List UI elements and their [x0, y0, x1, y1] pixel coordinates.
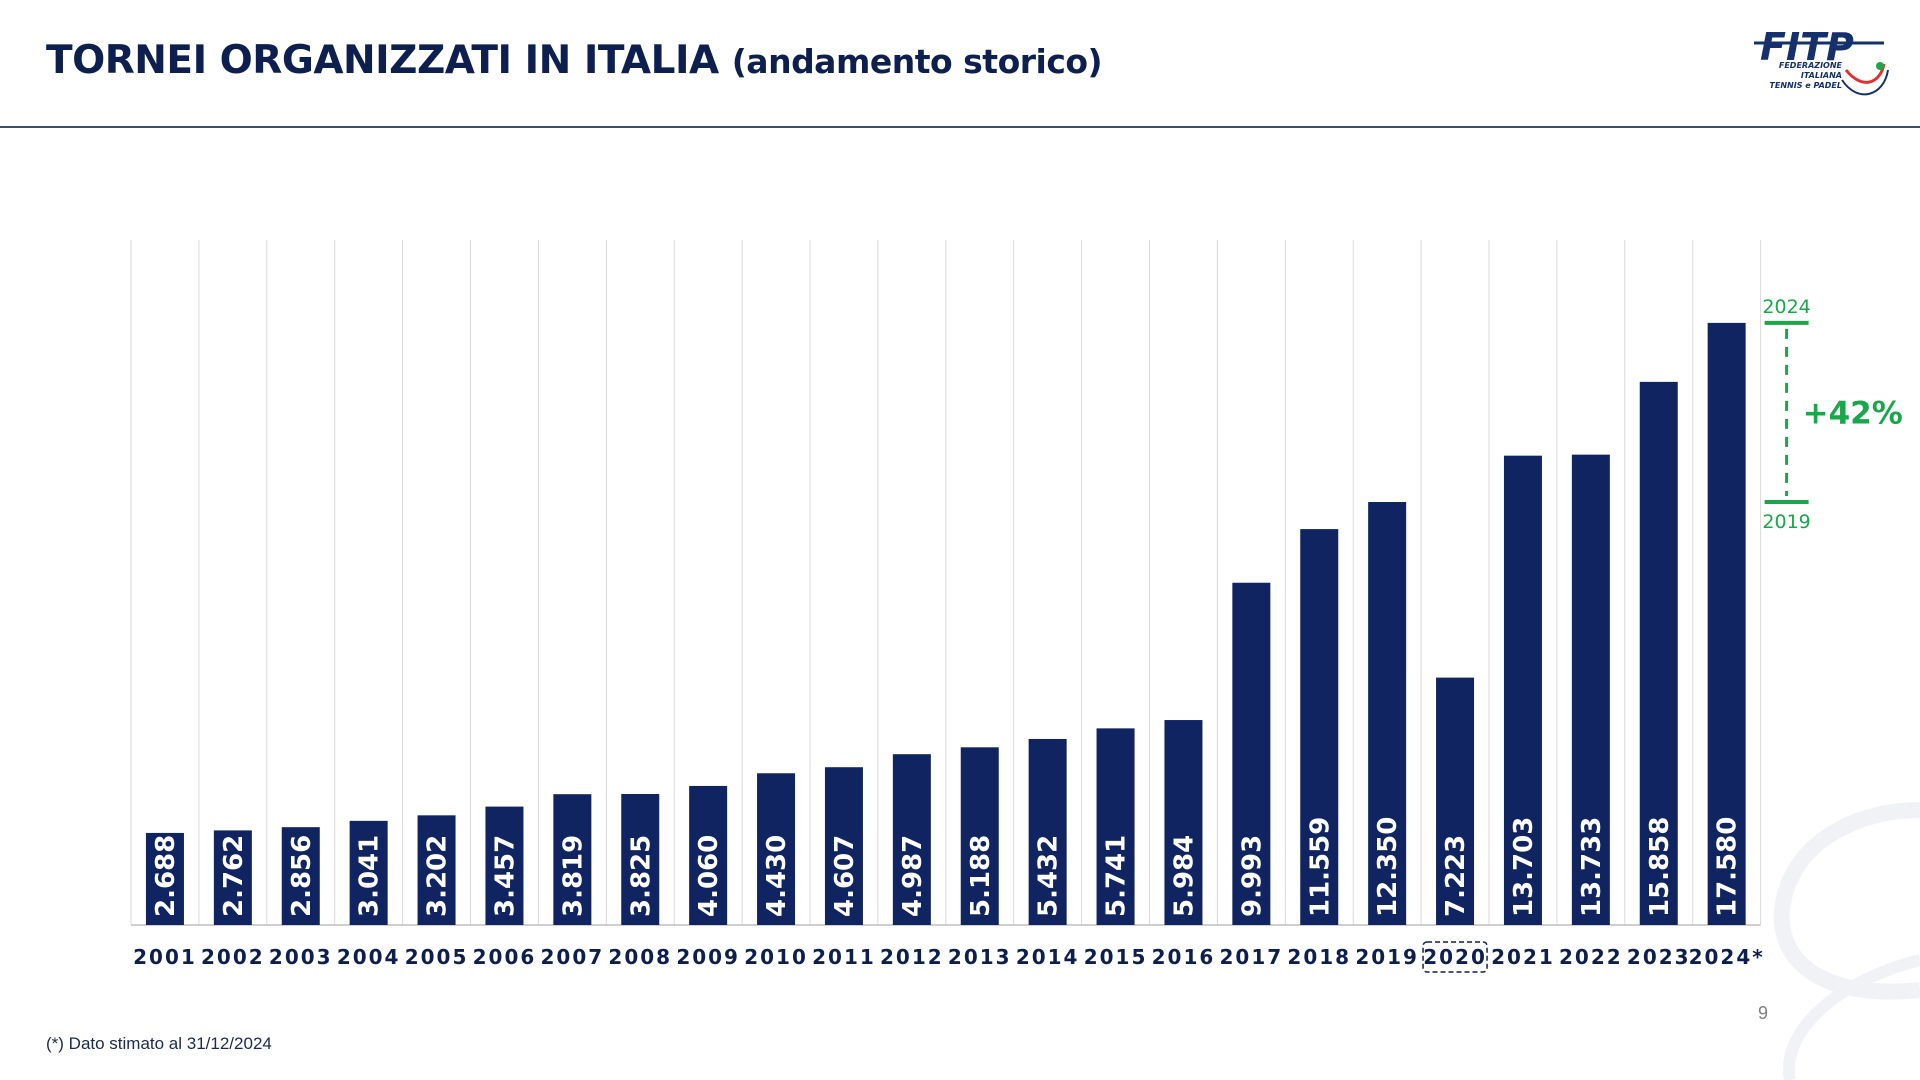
x-tick-label: 2020 — [1423, 945, 1487, 969]
bar — [417, 815, 456, 925]
bar-value-label: 4.430 — [762, 835, 792, 917]
x-tick-label: 2007 — [541, 945, 605, 969]
annotation-top-label: 2024 — [1762, 296, 1810, 318]
bar-value-label: 4.607 — [830, 835, 860, 917]
bar-value-label: 3.825 — [626, 835, 656, 917]
bar-value-label: 2.856 — [287, 835, 317, 917]
bar — [1300, 529, 1339, 925]
bar-value-label: 5.741 — [1102, 835, 1132, 917]
x-tick-label: 2015 — [1084, 945, 1148, 969]
decorative-swoosh — [1773, 802, 1920, 1080]
bar — [1571, 454, 1610, 925]
bar — [689, 785, 728, 925]
x-tick-label: 2016 — [1152, 945, 1216, 969]
footnote: (*) Dato stimato al 31/12/2024 — [46, 1034, 272, 1053]
x-tick-label: 2021 — [1491, 945, 1555, 969]
x-tick-label: 2018 — [1287, 945, 1351, 969]
bar — [1368, 502, 1407, 925]
bar-value-label: 5.188 — [966, 835, 996, 917]
bar — [1096, 728, 1135, 925]
page-title: TORNEI ORGANIZZATI IN ITALIA (andamento … — [46, 38, 1103, 83]
title-subtitle: (andamento storico) — [731, 42, 1103, 81]
logo-line-3: TENNIS e PADEL — [1769, 81, 1842, 90]
bar — [281, 827, 320, 925]
x-tick-label: 2005 — [405, 945, 469, 969]
x-tick-label: 2024* — [1689, 945, 1765, 969]
x-tick-label: 2010 — [744, 945, 808, 969]
fitp-logo: FITP FEDERAZIONE ITALIANA TENNIS e PADEL — [1754, 25, 1889, 96]
x-tick-label: 2023 — [1627, 945, 1691, 969]
x-tick-label: 2002 — [201, 945, 265, 969]
title-main: TORNEI ORGANIZZATI IN ITALIA — [46, 38, 719, 83]
highlight-box — [1422, 941, 1488, 973]
bar-value-label: 5.432 — [1034, 835, 1064, 917]
bar — [145, 832, 184, 925]
logo-text: FITP — [1760, 25, 1854, 69]
bar — [1232, 582, 1271, 925]
bar-value-label: 2.688 — [151, 835, 181, 917]
x-tick-label: 2019 — [1355, 945, 1419, 969]
bar — [485, 806, 524, 925]
x-tick-label: 2014 — [1016, 945, 1080, 969]
bar-value-label: 3.202 — [423, 835, 453, 917]
x-tick-label: 2009 — [676, 945, 740, 969]
x-tick-label: 2012 — [880, 945, 944, 969]
x-tick-label: 2006 — [473, 945, 537, 969]
bar — [349, 820, 388, 925]
bar-value-label: 13.733 — [1577, 817, 1607, 917]
bar — [1707, 322, 1746, 925]
x-tick-label: 2008 — [608, 945, 672, 969]
bar-value-label: 2.762 — [219, 835, 249, 917]
bar-value-label: 11.559 — [1305, 817, 1335, 917]
bar-value-label: 13.703 — [1509, 817, 1539, 917]
bar — [1639, 381, 1678, 925]
logo-line-2: ITALIANA — [1801, 71, 1842, 80]
page-number: 9 — [1758, 1003, 1769, 1023]
bar-value-label: 5.984 — [1169, 835, 1199, 917]
bar-value-label: 4.987 — [898, 835, 928, 917]
bar-value-label: 12.350 — [1373, 817, 1403, 917]
x-tick-label: 2003 — [269, 945, 333, 969]
x-tick-label: 2013 — [948, 945, 1012, 969]
x-tick-label: 2004 — [337, 945, 401, 969]
bar-value-label: 15.858 — [1645, 817, 1675, 917]
header-divider — [0, 126, 1920, 128]
bar-value-label: 3.819 — [558, 835, 588, 917]
bar-value-label: 3.457 — [490, 835, 520, 917]
bar-value-label: 17.580 — [1713, 817, 1743, 917]
bar-value-label: 4.060 — [694, 835, 724, 917]
bar — [621, 793, 660, 925]
bar — [553, 794, 592, 925]
x-tick-label: 2022 — [1559, 945, 1623, 969]
bar-value-label: 9.993 — [1237, 835, 1267, 917]
bar-value-label: 7.223 — [1441, 835, 1471, 917]
bar — [1028, 738, 1067, 925]
logo-line-1: FEDERAZIONE — [1779, 61, 1843, 70]
bar — [1503, 455, 1542, 925]
x-tick-label: 2017 — [1220, 945, 1284, 969]
x-tick-label: 2001 — [133, 945, 197, 969]
annotation-growth-label: +42% — [1803, 395, 1903, 431]
bar — [1164, 720, 1203, 925]
bar — [892, 754, 931, 925]
bar — [1436, 677, 1475, 925]
bar — [824, 767, 863, 925]
annotation-bottom-label: 2019 — [1762, 511, 1810, 533]
bar — [757, 773, 796, 925]
bar-value-label: 3.041 — [355, 835, 385, 917]
x-tick-label: 2011 — [812, 945, 876, 969]
bar — [213, 830, 252, 925]
bar — [960, 747, 999, 925]
